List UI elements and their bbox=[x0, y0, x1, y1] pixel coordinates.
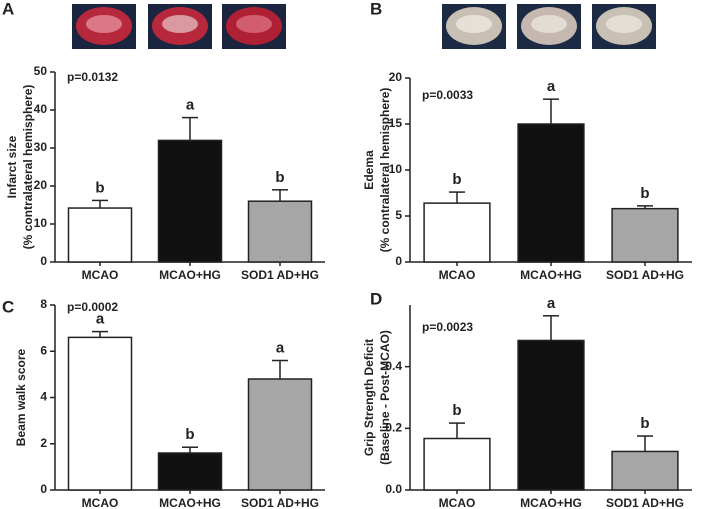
brain-detail bbox=[606, 15, 642, 33]
x-tick-label: MCAO bbox=[439, 496, 476, 509]
significance-label: a bbox=[276, 339, 285, 356]
y-axis-label: Grip Strength Deficit bbox=[362, 339, 376, 456]
x-tick-label: MCAO+HG bbox=[159, 268, 221, 282]
significance-label: b bbox=[452, 171, 461, 188]
brain-detail bbox=[531, 15, 567, 33]
bar bbox=[423, 202, 491, 263]
panel-letter: C bbox=[2, 297, 14, 316]
y-tick-label: 30 bbox=[34, 140, 48, 154]
x-tick-label: MCAO+HG bbox=[520, 496, 582, 509]
bar bbox=[157, 139, 223, 263]
x-tick-label: MCAO bbox=[439, 268, 476, 282]
y-tick-label: 10 bbox=[389, 162, 403, 176]
significance-label: a bbox=[547, 295, 556, 312]
p-value: p=0.0132 bbox=[67, 70, 118, 84]
significance-label: a bbox=[96, 311, 105, 328]
y-tick-label: 0.2 bbox=[385, 421, 402, 435]
bar bbox=[517, 123, 585, 263]
y-axis-label: Edema bbox=[362, 150, 376, 190]
x-tick-label: SOD1 AD+HG bbox=[606, 496, 684, 509]
y-axis-label: Infarct size bbox=[5, 135, 19, 198]
bar bbox=[247, 200, 313, 263]
y-tick-label: 10 bbox=[34, 216, 48, 230]
y-tick-label: 0.0 bbox=[385, 482, 402, 496]
x-tick-label: SOD1 AD+HG bbox=[606, 268, 684, 282]
bar bbox=[611, 450, 679, 491]
y-axis-label: Beam walk score bbox=[14, 348, 28, 446]
significance-label: b bbox=[185, 426, 194, 443]
panel-letter: D bbox=[370, 289, 382, 308]
y-tick-label: 0 bbox=[40, 482, 47, 496]
y-tick-label: 6 bbox=[40, 343, 47, 357]
significance-label: b bbox=[452, 402, 461, 419]
y-tick-label: 15 bbox=[389, 116, 403, 130]
p-value: p=0.0002 bbox=[67, 300, 118, 314]
brain-detail bbox=[456, 15, 492, 33]
bar bbox=[517, 339, 585, 491]
significance-label: b bbox=[275, 169, 284, 186]
y-axis-label: (% contralateral hemisphere) bbox=[378, 88, 392, 253]
y-tick-label: 20 bbox=[34, 178, 48, 192]
bar bbox=[67, 336, 133, 491]
y-tick-label: 0 bbox=[40, 254, 47, 268]
bar bbox=[247, 378, 313, 491]
y-tick-label: 20 bbox=[389, 70, 403, 84]
significance-label: b bbox=[95, 179, 104, 196]
x-tick-label: MCAO bbox=[82, 268, 119, 282]
y-tick-label: 0.4 bbox=[385, 359, 402, 373]
y-tick-label: 4 bbox=[40, 390, 47, 404]
p-value: p=0.0023 bbox=[422, 320, 473, 334]
panel-letter: B bbox=[370, 0, 382, 18]
y-axis-label: (Baseline - Post-MCAO) bbox=[378, 330, 392, 465]
y-tick-label: 50 bbox=[34, 64, 48, 78]
brain-detail bbox=[236, 15, 272, 33]
bar bbox=[67, 207, 133, 263]
significance-label: b bbox=[640, 415, 649, 432]
significance-label: a bbox=[186, 97, 195, 114]
x-tick-label: MCAO+HG bbox=[159, 496, 221, 509]
y-tick-label: 2 bbox=[40, 436, 47, 450]
x-tick-label: MCAO+HG bbox=[520, 268, 582, 282]
y-tick-label: 8 bbox=[40, 297, 47, 311]
y-tick-label: 40 bbox=[34, 102, 48, 116]
bar bbox=[157, 452, 223, 491]
y-axis-label: (% contralateral hemisphere) bbox=[21, 85, 35, 250]
p-value: p=0.0033 bbox=[422, 88, 473, 102]
significance-label: a bbox=[547, 78, 556, 95]
x-tick-label: SOD1 AD+HG bbox=[241, 268, 319, 282]
x-tick-label: MCAO bbox=[82, 496, 119, 509]
x-tick-label: SOD1 AD+HG bbox=[241, 496, 319, 509]
significance-label: b bbox=[640, 185, 649, 202]
brain-detail bbox=[162, 15, 198, 33]
y-tick-label: 5 bbox=[395, 208, 402, 222]
bar bbox=[423, 437, 491, 491]
bar bbox=[611, 207, 679, 263]
brain-detail bbox=[86, 15, 122, 33]
panel-letter: A bbox=[2, 0, 14, 18]
y-tick-label: 0 bbox=[395, 254, 402, 268]
